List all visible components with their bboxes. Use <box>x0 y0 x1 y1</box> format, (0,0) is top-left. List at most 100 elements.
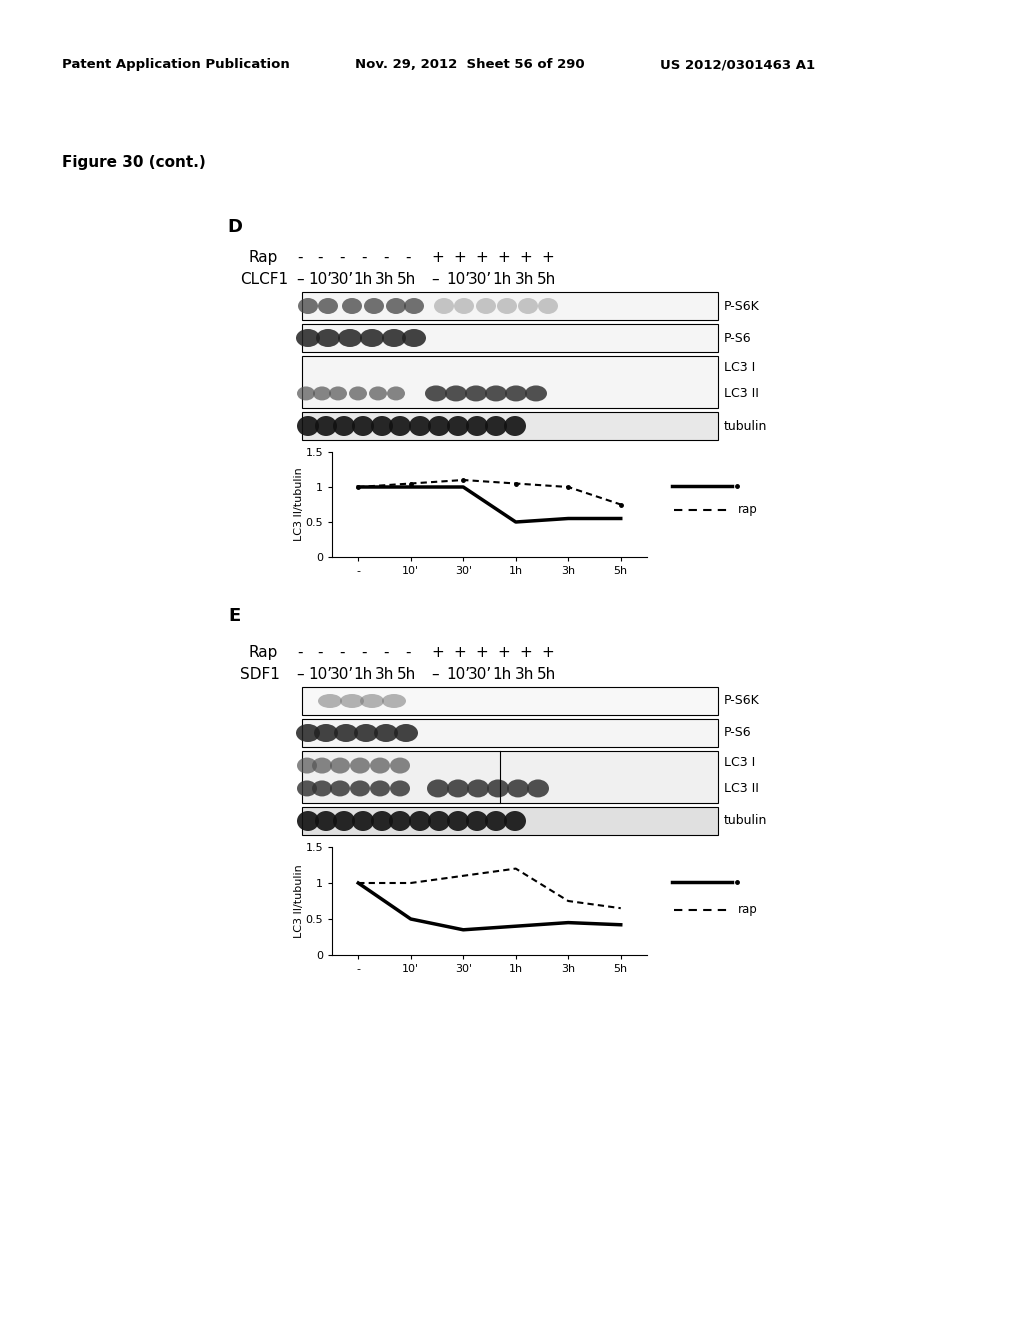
Text: -: - <box>339 249 345 265</box>
Ellipse shape <box>352 416 374 436</box>
Ellipse shape <box>371 810 393 832</box>
Text: –: – <box>296 272 304 286</box>
Text: Rap: Rap <box>248 645 278 660</box>
Text: P-S6K: P-S6K <box>724 300 760 313</box>
Ellipse shape <box>369 387 387 400</box>
Ellipse shape <box>370 758 390 774</box>
Ellipse shape <box>538 298 558 314</box>
Ellipse shape <box>447 779 469 797</box>
Text: D: D <box>227 218 243 236</box>
Bar <box>302 323 718 352</box>
Text: 5h: 5h <box>396 667 416 682</box>
Ellipse shape <box>525 385 547 401</box>
Text: 10’: 10’ <box>308 667 332 682</box>
Ellipse shape <box>428 416 450 436</box>
Text: +: + <box>542 645 554 660</box>
Text: rap: rap <box>738 503 758 516</box>
Ellipse shape <box>297 387 315 400</box>
Ellipse shape <box>352 810 374 832</box>
Ellipse shape <box>497 298 517 314</box>
Y-axis label: LC3 II/tubulin: LC3 II/tubulin <box>294 865 304 939</box>
Ellipse shape <box>409 416 431 436</box>
Ellipse shape <box>425 385 447 401</box>
Text: -: - <box>406 249 411 265</box>
Text: +: + <box>454 645 466 660</box>
Text: 30’: 30’ <box>468 667 493 682</box>
Text: 1h: 1h <box>353 667 373 682</box>
Ellipse shape <box>389 416 411 436</box>
Text: –: – <box>431 272 439 286</box>
Text: P-S6: P-S6 <box>724 726 752 739</box>
Ellipse shape <box>374 723 398 742</box>
Text: +: + <box>475 249 488 265</box>
Ellipse shape <box>312 758 332 774</box>
Ellipse shape <box>315 810 337 832</box>
Ellipse shape <box>386 298 406 314</box>
Text: E: E <box>229 607 241 624</box>
Ellipse shape <box>466 810 488 832</box>
Text: 10’: 10’ <box>308 272 332 286</box>
Text: –: – <box>296 667 304 682</box>
Ellipse shape <box>382 694 406 708</box>
Text: 30’: 30’ <box>330 272 354 286</box>
Text: rap: rap <box>738 903 758 916</box>
Ellipse shape <box>487 779 509 797</box>
Ellipse shape <box>333 416 355 436</box>
Ellipse shape <box>349 387 367 400</box>
Text: +: + <box>475 645 488 660</box>
Text: 10’: 10’ <box>445 667 470 682</box>
Ellipse shape <box>402 329 426 347</box>
Ellipse shape <box>409 810 431 832</box>
Text: -: - <box>383 249 389 265</box>
Text: P-S6K: P-S6K <box>724 694 760 708</box>
Ellipse shape <box>394 723 418 742</box>
Text: 3h: 3h <box>375 272 393 286</box>
Bar <box>302 292 718 319</box>
Ellipse shape <box>318 298 338 314</box>
Ellipse shape <box>338 329 362 347</box>
Ellipse shape <box>333 810 355 832</box>
Ellipse shape <box>296 723 319 742</box>
Text: 3h: 3h <box>514 667 534 682</box>
Ellipse shape <box>504 810 526 832</box>
Ellipse shape <box>507 779 529 797</box>
Bar <box>302 719 718 747</box>
Ellipse shape <box>428 810 450 832</box>
Ellipse shape <box>447 416 469 436</box>
Text: P-S6: P-S6 <box>724 331 752 345</box>
Ellipse shape <box>390 758 410 774</box>
Text: 5h: 5h <box>537 667 556 682</box>
Text: +: + <box>519 645 532 660</box>
Ellipse shape <box>445 385 467 401</box>
Text: -: - <box>383 645 389 660</box>
Text: +: + <box>432 249 444 265</box>
Ellipse shape <box>476 298 496 314</box>
Ellipse shape <box>350 758 370 774</box>
Ellipse shape <box>360 694 384 708</box>
Ellipse shape <box>354 723 378 742</box>
Ellipse shape <box>382 329 406 347</box>
Text: +: + <box>519 249 532 265</box>
Text: 1h: 1h <box>493 272 512 286</box>
Text: SDF1: SDF1 <box>240 667 280 682</box>
Text: +: + <box>498 249 510 265</box>
Text: Nov. 29, 2012  Sheet 56 of 290: Nov. 29, 2012 Sheet 56 of 290 <box>355 58 585 71</box>
Ellipse shape <box>427 779 449 797</box>
Ellipse shape <box>330 780 350 796</box>
Text: LC3 II: LC3 II <box>724 387 759 400</box>
Ellipse shape <box>340 694 364 708</box>
Text: 3h: 3h <box>375 667 393 682</box>
Text: +: + <box>432 645 444 660</box>
Text: +: + <box>542 249 554 265</box>
Text: US 2012/0301463 A1: US 2012/0301463 A1 <box>660 58 815 71</box>
Text: -: - <box>339 645 345 660</box>
Ellipse shape <box>527 779 549 797</box>
Ellipse shape <box>296 329 319 347</box>
Text: LC3 I: LC3 I <box>724 360 756 374</box>
Ellipse shape <box>389 810 411 832</box>
Bar <box>302 751 718 803</box>
Ellipse shape <box>297 758 317 774</box>
Text: +: + <box>454 249 466 265</box>
Ellipse shape <box>342 298 362 314</box>
Ellipse shape <box>434 298 454 314</box>
